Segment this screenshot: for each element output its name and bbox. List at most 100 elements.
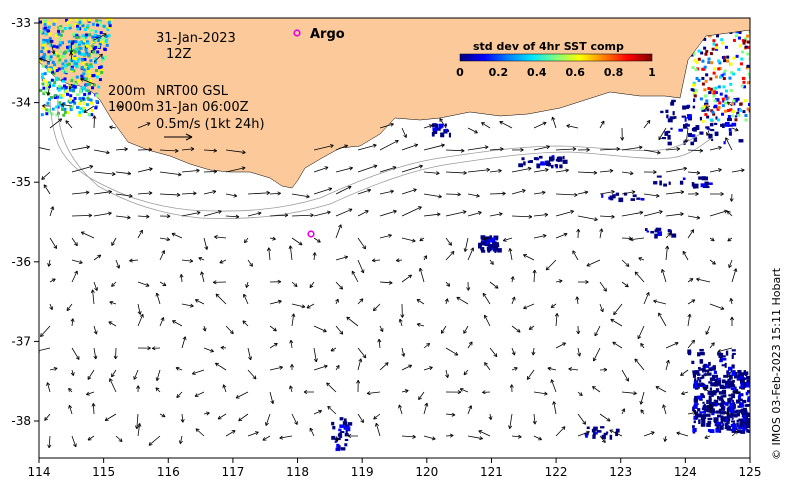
sst-cell bbox=[484, 238, 487, 244]
sst-cell bbox=[688, 132, 693, 137]
sst-cell bbox=[702, 383, 705, 387]
current-vector bbox=[115, 105, 123, 108]
current-vector bbox=[401, 144, 418, 151]
sst-cell bbox=[44, 86, 48, 90]
lon-tick-label: 118 bbox=[286, 465, 309, 479]
current-vector-head bbox=[727, 237, 732, 242]
sst-cell bbox=[61, 69, 65, 73]
sst-cell bbox=[727, 400, 732, 404]
current-vector-head bbox=[576, 228, 581, 233]
sst-cell bbox=[70, 65, 74, 69]
sst-cell bbox=[70, 77, 74, 81]
sst-cell bbox=[603, 432, 608, 436]
current-vector bbox=[685, 127, 689, 143]
current-vector-head bbox=[474, 129, 478, 134]
sst-cell bbox=[690, 141, 695, 146]
sst-cell bbox=[709, 406, 714, 410]
sst-cell bbox=[724, 384, 728, 389]
sst-cell bbox=[697, 383, 703, 387]
current-vector bbox=[66, 303, 73, 311]
current-vector-head bbox=[305, 194, 310, 199]
current-vector-head bbox=[174, 148, 179, 153]
current-vector-head bbox=[358, 358, 363, 363]
current-vector-head bbox=[137, 310, 142, 315]
current-vector bbox=[467, 169, 490, 173]
sst-cell bbox=[81, 86, 85, 90]
current-vector-head bbox=[625, 263, 630, 267]
sst-cell bbox=[336, 443, 340, 448]
current-vector-head bbox=[179, 274, 184, 278]
sst-cell bbox=[723, 101, 727, 105]
current-vector-head bbox=[393, 209, 397, 214]
sst-cell bbox=[494, 248, 498, 252]
sst-cell bbox=[493, 235, 499, 240]
current-vector-head bbox=[65, 120, 70, 125]
sst-cell bbox=[699, 379, 702, 383]
current-vector-head bbox=[691, 339, 695, 344]
current-vector bbox=[198, 257, 205, 261]
sst-cell bbox=[596, 430, 602, 433]
current-vector-head bbox=[242, 320, 247, 325]
current-vector bbox=[593, 347, 601, 362]
sst-cell bbox=[704, 52, 708, 56]
sst-cell bbox=[731, 102, 735, 106]
sst-cell bbox=[65, 18, 69, 22]
sst-cell bbox=[701, 82, 705, 86]
sst-cell bbox=[744, 45, 748, 49]
sst-cell bbox=[93, 33, 97, 37]
current-vector-head bbox=[324, 166, 329, 171]
current-vector-head bbox=[323, 364, 328, 369]
current-vector bbox=[379, 281, 393, 284]
current-vector bbox=[379, 362, 389, 371]
sst-cell bbox=[47, 29, 51, 33]
current-vector bbox=[665, 191, 684, 195]
sst-cell bbox=[444, 123, 447, 127]
sst-cell bbox=[86, 24, 90, 28]
current-vector-head bbox=[592, 357, 597, 362]
current-vector-head bbox=[456, 296, 461, 301]
sst-cell bbox=[735, 374, 739, 378]
sst-cell bbox=[87, 82, 91, 86]
sst-cell bbox=[432, 129, 438, 135]
current-vector-head bbox=[584, 190, 589, 195]
sst-cell bbox=[716, 424, 720, 429]
current-vector bbox=[291, 281, 298, 287]
sst-cell bbox=[727, 115, 731, 119]
current-vector-head bbox=[111, 171, 116, 176]
current-vector-head bbox=[616, 146, 620, 152]
current-vector-head bbox=[194, 393, 199, 397]
sst-cell bbox=[55, 105, 59, 109]
sst-cell bbox=[75, 56, 79, 60]
current-vector bbox=[704, 435, 711, 439]
current-vector-head bbox=[44, 416, 49, 421]
current-vector-head bbox=[51, 50, 56, 55]
sst-cell bbox=[78, 41, 82, 45]
sst-cell bbox=[724, 45, 728, 49]
current-vector-head bbox=[47, 262, 52, 267]
sst-cell bbox=[68, 26, 72, 30]
sst-cell bbox=[724, 94, 728, 98]
current-vector-head bbox=[637, 335, 642, 340]
sst-cell bbox=[710, 118, 714, 122]
current-vector-head bbox=[214, 235, 218, 240]
current-vector-head bbox=[105, 150, 110, 155]
current-vector-head bbox=[740, 168, 745, 173]
sst-cell bbox=[722, 99, 725, 103]
sst-cell bbox=[59, 25, 63, 29]
current-vector-head bbox=[198, 257, 203, 261]
current-vector bbox=[215, 362, 227, 371]
current-vector bbox=[156, 292, 161, 305]
current-vector bbox=[326, 382, 337, 393]
sst-cell bbox=[701, 407, 706, 411]
current-vector-head bbox=[339, 285, 344, 290]
current-vector-head bbox=[550, 304, 555, 308]
sst-cell bbox=[718, 391, 723, 395]
sst-cell bbox=[47, 40, 51, 44]
current-vector-head bbox=[155, 292, 160, 297]
sst-cell bbox=[657, 231, 662, 237]
current-vector-head bbox=[692, 410, 697, 415]
current-vector bbox=[203, 347, 214, 353]
sst-cell bbox=[43, 72, 47, 76]
sst-cell bbox=[80, 40, 84, 44]
current-vector bbox=[203, 325, 206, 332]
